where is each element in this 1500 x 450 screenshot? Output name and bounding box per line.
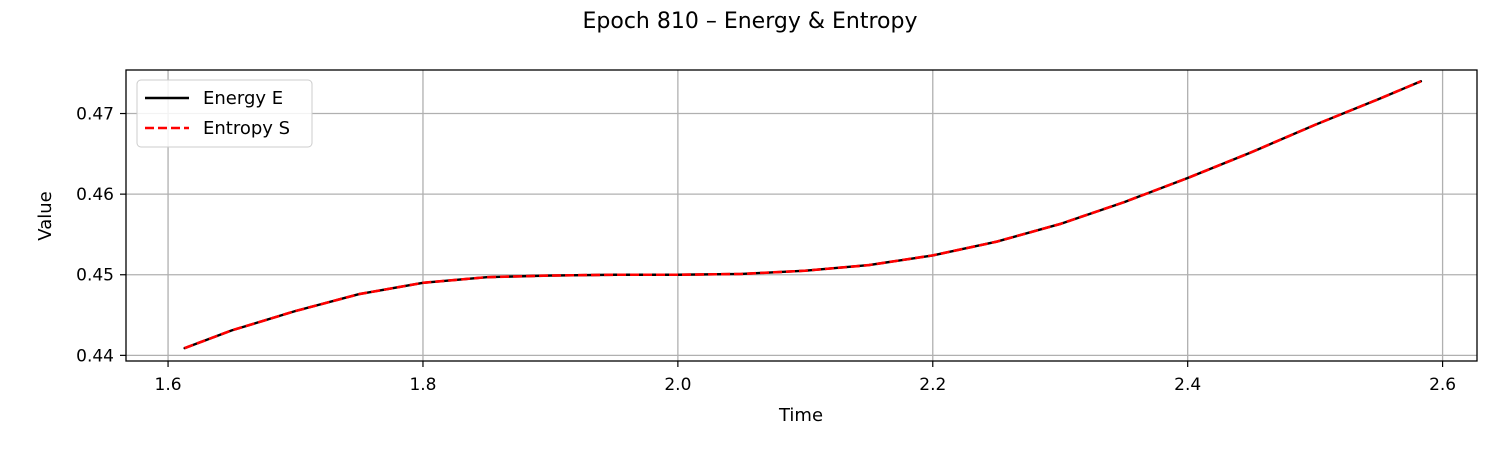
legend-label-energy: Energy E: [203, 88, 283, 109]
chart-title: Epoch 810 – Energy & Entropy: [583, 9, 918, 34]
series-line-entropy-s: [184, 80, 1422, 350]
x-tick-label: 2.0: [664, 375, 691, 395]
y-tick-label: 0.46: [76, 185, 114, 205]
y-tick-label: 0.44: [76, 346, 114, 366]
x-tick-label: 1.6: [155, 375, 182, 395]
legend: Energy E Entropy S: [136, 79, 313, 148]
grid-lines: [126, 70, 1477, 361]
x-tick-label: 1.8: [409, 375, 436, 395]
y-tick-label: 0.47: [76, 105, 114, 125]
x-axis-ticks: 1.6 1.8 2.0 2.2 2.4 2.6: [155, 361, 1456, 395]
y-axis-ticks: 0.44 0.45 0.46 0.47: [76, 105, 126, 366]
x-axis-label: Time: [778, 405, 823, 426]
axes-frame: [125, 69, 1478, 362]
y-tick-label: 0.45: [76, 266, 114, 286]
x-tick-label: 2.4: [1174, 375, 1201, 395]
series-layer: [183, 80, 1423, 350]
legend-box: [136, 79, 313, 148]
y-axis-label: Value: [35, 191, 56, 240]
legend-label-entropy: Entropy S: [203, 118, 290, 139]
x-tick-label: 2.6: [1429, 375, 1456, 395]
x-tick-label: 2.2: [919, 375, 946, 395]
